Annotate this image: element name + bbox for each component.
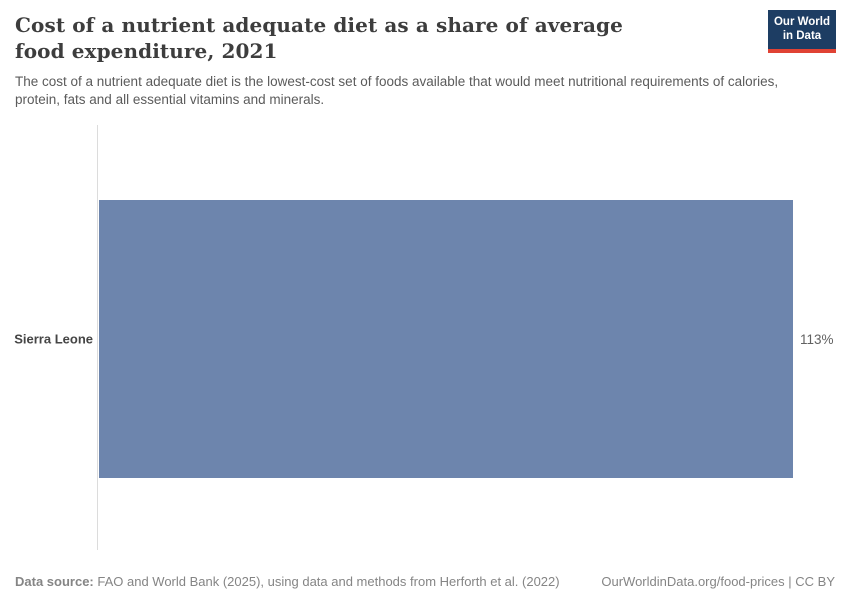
chart-footer: Data source: FAO and World Bank (2025), … (15, 574, 835, 589)
data-source-label: Data source: (15, 574, 94, 589)
bar[interactable] (99, 200, 793, 478)
bar-row: Sierra Leone 113% (14, 200, 836, 478)
plot-area: Sierra Leone 113% (14, 125, 836, 550)
data-source: Data source: FAO and World Bank (2025), … (15, 574, 560, 589)
chart-subtitle: The cost of a nutrient adequate diet is … (15, 74, 779, 107)
owid-logo-line1: Our World (773, 16, 830, 28)
chart-title: Cost of a nutrient adequate diet as a sh… (15, 13, 623, 63)
value-label: 113% (800, 331, 834, 347)
owid-logo-line2: in Data (782, 30, 822, 42)
entity-label: Sierra Leone (14, 331, 93, 347)
owid-logo[interactable]: Our World in Data (768, 10, 836, 53)
chart-header: Cost of a nutrient adequate diet as a sh… (15, 12, 835, 108)
data-source-text: FAO and World Bank (2025), using data an… (93, 574, 560, 589)
footer-link[interactable]: OurWorldinData.org/food-prices | CC BY (601, 574, 835, 589)
